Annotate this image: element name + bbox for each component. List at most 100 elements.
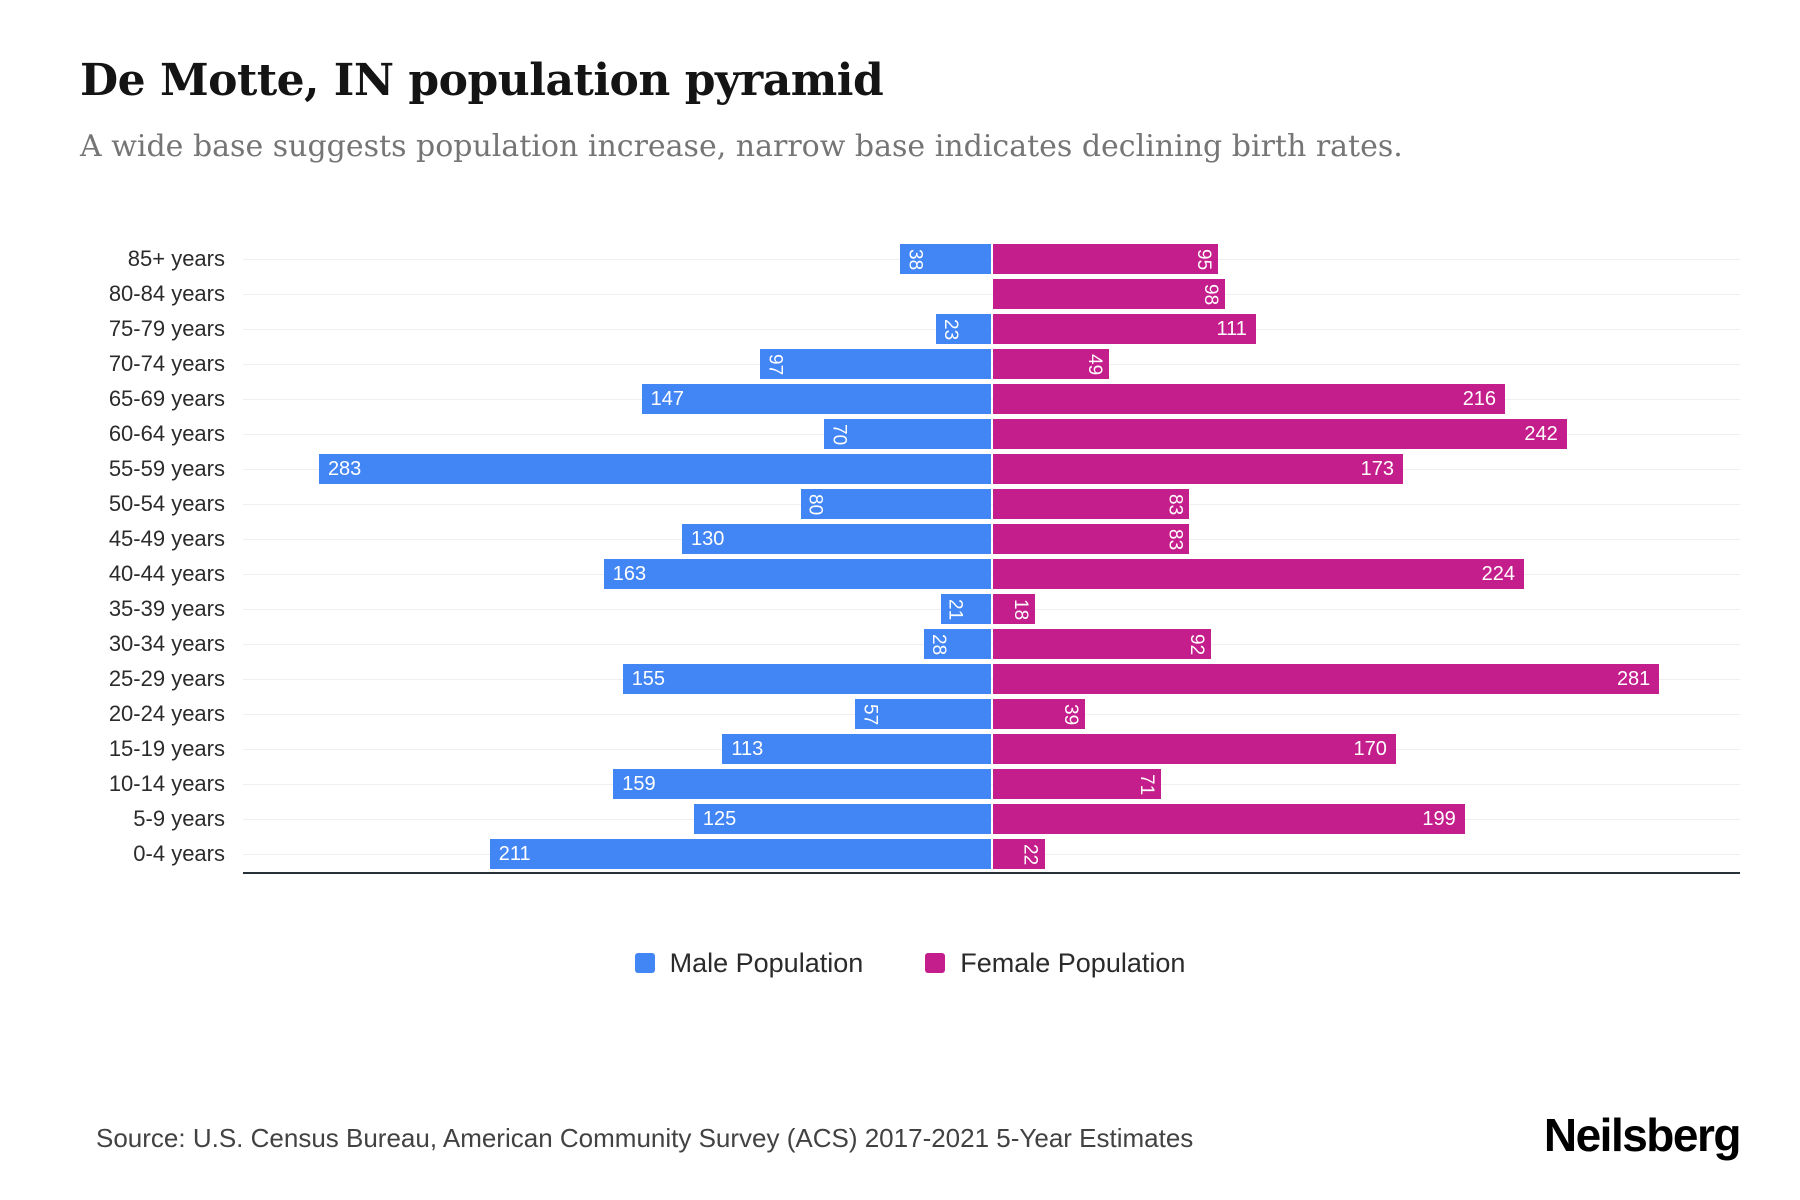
- male-bar[interactable]: 155: [622, 664, 991, 695]
- pyramid-row: 85+ years 38 95: [80, 242, 1740, 277]
- female-bar[interactable]: 111: [992, 314, 1256, 345]
- female-half: 83: [992, 487, 1741, 522]
- gridline: [243, 679, 1740, 681]
- population-pyramid-chart: 85+ years 38 95 80-84 years 98 75-79 years 23 1…: [80, 242, 1740, 874]
- female-bar[interactable]: 224: [992, 559, 1525, 590]
- pyramid-row: 50-54 years 80 83: [80, 487, 1740, 522]
- gridline: [243, 644, 1740, 646]
- female-half: 98: [992, 277, 1741, 312]
- male-bar[interactable]: 125: [693, 804, 991, 835]
- male-bar[interactable]: 70: [824, 419, 991, 450]
- age-group-label: 70-74 years: [108, 351, 225, 377]
- female-bar[interactable]: 39: [992, 699, 1086, 730]
- pyramid-row: 60-64 years 70 242: [80, 417, 1740, 452]
- age-group-label: 10-14 years: [108, 771, 225, 797]
- female-bar[interactable]: 199: [992, 804, 1465, 835]
- row-plot: 113 170: [243, 732, 1740, 767]
- male-bar[interactable]: 21: [940, 594, 991, 625]
- row-plot: 283 173: [243, 452, 1740, 487]
- female-half: 173: [992, 452, 1741, 487]
- male-bar-value: 70: [828, 423, 850, 445]
- female-bar[interactable]: 49: [992, 349, 1109, 380]
- female-bar[interactable]: 22: [992, 839, 1045, 870]
- pyramid-row: 25-29 years 155 281: [80, 662, 1740, 697]
- male-bar[interactable]: 23: [935, 314, 991, 345]
- male-bar[interactable]: 147: [641, 384, 991, 415]
- male-half: 163: [243, 557, 992, 592]
- gridline: [243, 259, 1740, 261]
- female-bar-value: 216: [1462, 388, 1497, 411]
- gridline: [243, 469, 1740, 471]
- male-bar[interactable]: 159: [613, 769, 991, 800]
- female-half: 18: [992, 592, 1741, 627]
- female-half: 242: [992, 417, 1741, 452]
- female-bar[interactable]: 71: [992, 769, 1161, 800]
- row-plot: 57 39: [243, 697, 1740, 732]
- female-bar[interactable]: 216: [992, 384, 1506, 415]
- gridline: [243, 609, 1740, 611]
- age-group-label: 0-4 years: [133, 841, 225, 867]
- female-bar[interactable]: 83: [992, 524, 1190, 555]
- male-bar-value: 21: [944, 598, 966, 620]
- female-bar[interactable]: 98: [992, 279, 1226, 310]
- female-bar[interactable]: 83: [992, 489, 1190, 520]
- pyramid-row: 15-19 years 113 170: [80, 732, 1740, 767]
- row-plot: 21 18: [243, 592, 1740, 627]
- pyramid-row: 45-49 years 130 83: [80, 522, 1740, 557]
- female-bar-value: 95: [1192, 248, 1214, 270]
- male-half: 155: [243, 662, 992, 697]
- age-group-label: 30-34 years: [108, 631, 225, 657]
- gridline: [243, 749, 1740, 751]
- footer: Source: U.S. Census Bureau, American Com…: [80, 1108, 1742, 1162]
- male-half: [243, 277, 992, 312]
- row-plot: 80 83: [243, 487, 1740, 522]
- gridline: [243, 714, 1740, 716]
- male-bar-value: 125: [702, 808, 737, 831]
- male-bar[interactable]: 211: [489, 839, 991, 870]
- female-bar[interactable]: 92: [992, 629, 1211, 660]
- male-bar[interactable]: 97: [760, 349, 991, 380]
- male-bar[interactable]: 283: [318, 454, 991, 485]
- male-bar[interactable]: 163: [603, 559, 991, 590]
- male-bar[interactable]: 38: [900, 244, 991, 275]
- female-half: 71: [992, 767, 1741, 802]
- male-bar[interactable]: 80: [800, 489, 991, 520]
- female-half: 224: [992, 557, 1741, 592]
- female-bar[interactable]: 18: [992, 594, 1036, 625]
- female-bar-value: 199: [1422, 808, 1456, 831]
- female-bar[interactable]: 170: [992, 734, 1396, 765]
- male-bar[interactable]: 113: [722, 734, 991, 765]
- male-bar-value: 23: [939, 318, 961, 340]
- female-bar-value: 71: [1135, 773, 1157, 795]
- female-bar[interactable]: 281: [992, 664, 1660, 695]
- female-bar[interactable]: 95: [992, 244, 1218, 275]
- male-half: 130: [243, 522, 992, 557]
- legend: Male Population Female Population: [80, 948, 1740, 979]
- age-group-label: 5-9 years: [133, 806, 225, 832]
- female-bar-value: 83: [1164, 493, 1186, 515]
- male-bar-value: 155: [631, 668, 666, 691]
- row-plot: 23 111: [243, 312, 1740, 347]
- legend-item-male[interactable]: Male Population: [634, 948, 863, 979]
- female-half: 95: [992, 242, 1741, 277]
- female-half: 170: [992, 732, 1741, 767]
- male-bar[interactable]: 28: [924, 629, 991, 660]
- female-bar[interactable]: 242: [992, 419, 1567, 450]
- male-bar[interactable]: 57: [855, 699, 991, 730]
- row-plot: 97 49: [243, 347, 1740, 382]
- legend-item-female[interactable]: Female Population: [925, 948, 1185, 979]
- age-group-label: 35-39 years: [108, 596, 225, 622]
- row-plot: 38 95: [243, 242, 1740, 277]
- male-bar[interactable]: 130: [682, 524, 991, 555]
- pyramid-row: 75-79 years 23 111: [80, 312, 1740, 347]
- female-bar[interactable]: 173: [992, 454, 1404, 485]
- row-plot: 125 199: [243, 802, 1740, 837]
- male-legend-swatch-icon: [634, 953, 655, 974]
- female-bar-value: 49: [1083, 353, 1105, 375]
- male-half: 28: [243, 627, 992, 662]
- male-half: 159: [243, 767, 992, 802]
- chart-title: De Motte, IN population pyramid: [80, 55, 884, 106]
- gridline: [243, 574, 1740, 576]
- female-half: 83: [992, 522, 1741, 557]
- female-bar-value: 39: [1060, 703, 1082, 725]
